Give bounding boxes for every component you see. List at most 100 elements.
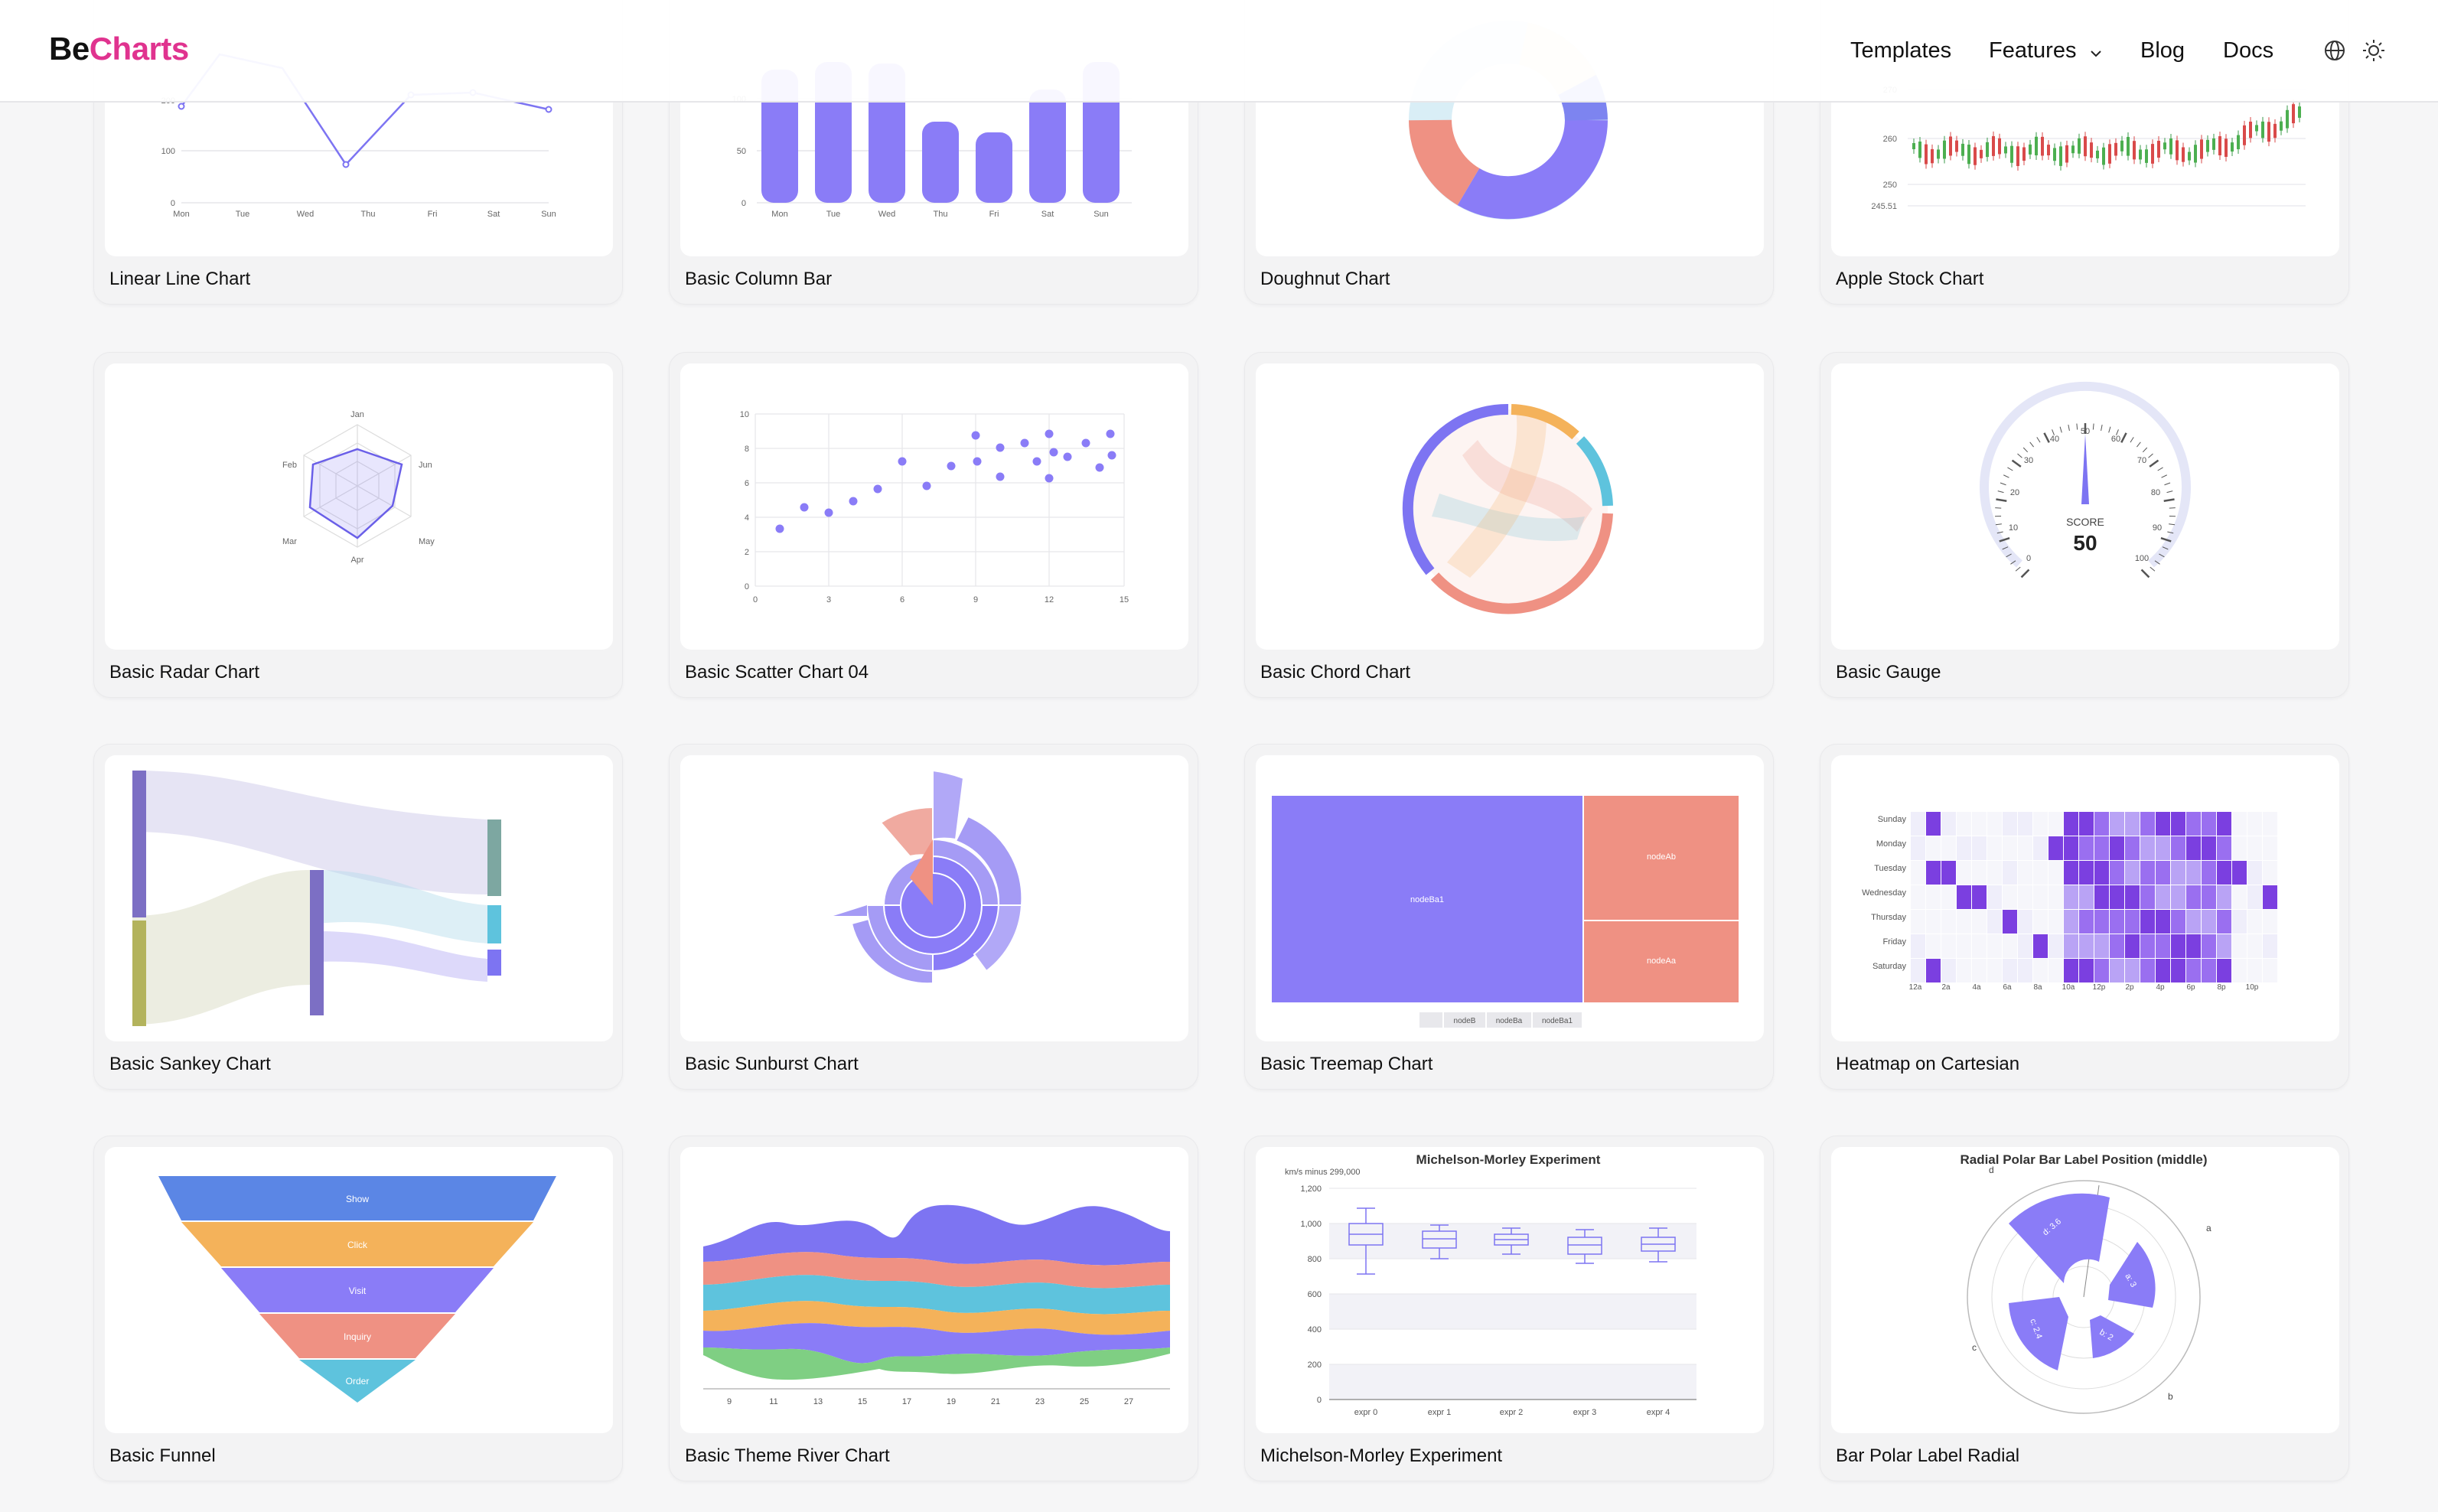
card-title: Basic Sunburst Chart [685, 1054, 859, 1074]
nav-features-menu[interactable]: Features [1989, 38, 2077, 63]
y-tick: Saturday [1873, 962, 1907, 971]
chart-card[interactable]: Jan Jun May Apr Mar Feb Basic Radar Char… [93, 352, 623, 698]
gauge-tick [2169, 523, 2176, 526]
candlestick [1980, 149, 1983, 158]
gauge-tick [2011, 459, 2022, 468]
candlestick [2182, 147, 2185, 162]
heatmap-cell [2202, 959, 2216, 982]
chart-card[interactable]: Basic Chord Chart [1244, 352, 1774, 698]
chart-preview: nodeBa1 nodeAb nodeAa nodeB nodeBa nodeB… [1256, 755, 1764, 1041]
heatmap-cell [2110, 812, 2124, 836]
heatmap-cell [2064, 812, 2078, 836]
chart-card[interactable]: Basic Sankey Chart [93, 744, 623, 1090]
chart-card[interactable]: 9 11 13 15 17 19 21 23 25 27 Basic Theme… [669, 1136, 1198, 1481]
scatter-graphic: 10 8 6 4 2 0 0 3 6 9 12 15 [740, 410, 1129, 604]
candlestick [2084, 136, 2087, 157]
candlestick [2163, 142, 2166, 150]
x-tick: Sun [1094, 210, 1109, 219]
gauge-tick-label: 40 [2050, 435, 2059, 444]
heatmap-cell [2232, 910, 2247, 934]
gauge-tick-label: 20 [2010, 488, 2019, 497]
nav-docs-link[interactable]: Docs [2223, 38, 2274, 63]
gauge-tick [2007, 467, 2013, 471]
heatmap-cell [1972, 959, 1987, 982]
heatmap-cell [2110, 885, 2124, 909]
heatmap-cell [1941, 910, 1956, 934]
theme-river-graphic: 9 11 13 15 17 19 21 23 25 27 [703, 1204, 1170, 1406]
candlestick [1912, 143, 1915, 149]
heatmap-cell [2018, 861, 2032, 885]
chart-card[interactable]: Sunday Monday Tuesday Wednesday Thursday… [1820, 744, 2349, 1090]
heatmap-cell [2064, 885, 2078, 909]
y-tick: 245.51 [1871, 202, 1897, 211]
brand-logo[interactable]: BeCharts [49, 31, 189, 67]
x-tick: 25 [1080, 1397, 1089, 1406]
nav-templates-link[interactable]: Templates [1850, 38, 1952, 63]
heatmap-cell [2064, 836, 2078, 860]
candlestick [2273, 123, 2277, 138]
x-tick: expr 2 [1500, 1408, 1524, 1417]
gauge-tick [1997, 490, 2004, 494]
heatmap-cell [2140, 836, 2155, 860]
chart-card[interactable]: 0 10 20 30 40 50 60 70 80 90 100 SCORE 5… [1820, 352, 2349, 698]
y-tick: Wednesday [1862, 888, 1906, 898]
x-tick: expr 0 [1354, 1408, 1378, 1417]
heatmap-cell [2018, 959, 2032, 982]
gauge-tick [2154, 560, 2160, 565]
gauge-score-value: 50 [2073, 531, 2097, 555]
gauge-tick [2130, 437, 2134, 443]
sunburst-graphic [833, 769, 1023, 985]
gauge-tick [2157, 467, 2163, 471]
x-tick: 8p [2217, 983, 2226, 992]
heatmap-cell [2171, 861, 2185, 885]
x-tick: Tue [826, 210, 841, 219]
chart-card[interactable]: Show Click Visit Inquiry Order Basic Fun… [93, 1136, 623, 1481]
heatmap-cell [2232, 836, 2247, 860]
heatmap-cell [2003, 959, 2017, 982]
heatmap-cell [1911, 812, 1925, 836]
heatmap-cell [2049, 885, 2063, 909]
heatmap-cell [2094, 861, 2109, 885]
heatmap-cell [2171, 836, 2185, 860]
candlestick [2225, 138, 2228, 157]
x-tick: Mon [173, 210, 189, 219]
card-title: Basic Treemap Chart [1260, 1054, 1433, 1074]
gauge-tick-label: 60 [2111, 435, 2120, 444]
treemap-breadcrumb[interactable]: nodeBa1 [1542, 1017, 1573, 1025]
chart-card[interactable]: Michelson-Morley Experiment km/s minus 2… [1244, 1136, 1774, 1481]
radar-axis-label: May [419, 537, 435, 546]
chart-card[interactable]: Radial Polar Bar Label Position (middle)… [1820, 1136, 2349, 1481]
nav-blog-link[interactable]: Blog [2140, 38, 2185, 63]
gauge-tick [2003, 474, 2009, 478]
chart-card[interactable]: nodeBa1 nodeAb nodeAa nodeB nodeBa nodeB… [1244, 744, 1774, 1090]
funnel-stage-label: Show [346, 1194, 369, 1204]
heatmap-cell [2232, 959, 2247, 982]
chevron-down-icon[interactable] [2088, 46, 2104, 61]
candlestick [2286, 109, 2289, 129]
heatmap-cell [2079, 959, 2094, 982]
heatmap-cell [2003, 836, 2017, 860]
treemap-breadcrumb[interactable]: nodeBa [1496, 1017, 1523, 1025]
x-tick: Sat [487, 210, 500, 219]
heatmap-cell [2094, 934, 2109, 958]
radar-axis-label: Mar [282, 537, 297, 546]
heatmap-cell [2094, 812, 2109, 836]
x-tick: Wed [297, 210, 314, 219]
heatmap-cell [2232, 934, 2247, 958]
y-tick: 8 [745, 445, 749, 454]
candlestick [1931, 148, 1934, 164]
chart-card[interactable]: Basic Sunburst Chart [669, 744, 1198, 1090]
globe-icon[interactable] [2322, 38, 2347, 63]
card-title: Basic Gauge [1836, 662, 1941, 683]
heatmap-cell [2263, 934, 2277, 958]
chart-card[interactable]: 10 8 6 4 2 0 0 3 6 9 12 15 Basic Scatter… [669, 352, 1198, 698]
candlestick [1986, 142, 1989, 158]
candlestick [2120, 140, 2123, 152]
y-tick: 400 [1308, 1325, 1322, 1334]
candlestick [2065, 145, 2068, 163]
polar-angle-label: d [1989, 1165, 1994, 1175]
heatmap-cell [2140, 812, 2155, 836]
sun-icon[interactable] [2361, 38, 2386, 63]
x-tick: 19 [947, 1397, 956, 1406]
treemap-breadcrumb[interactable]: nodeB [1454, 1017, 1476, 1025]
